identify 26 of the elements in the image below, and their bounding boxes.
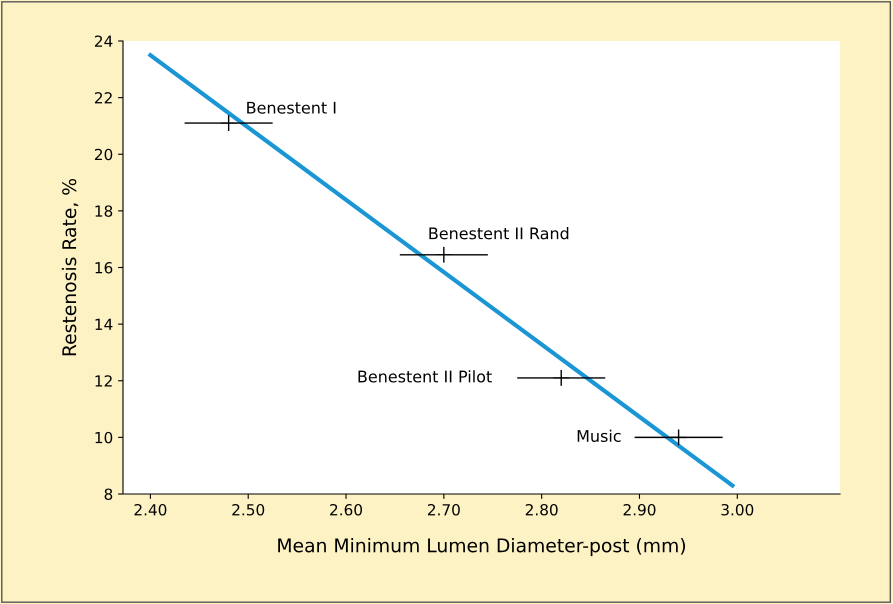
x-tick-label: 2.90 xyxy=(624,504,656,516)
x-tick-label: 2.40 xyxy=(134,504,166,516)
annotation: Music xyxy=(578,430,621,442)
point xyxy=(552,369,570,387)
y-tick-label: 12 xyxy=(96,375,112,387)
y-tick-label: 22 xyxy=(94,92,112,104)
x-tick-label: 3.00 xyxy=(721,504,754,516)
y-tick-label: 24 xyxy=(94,35,112,47)
y-tick-label: 18 xyxy=(96,205,112,217)
annotation: Benestent II Pilot xyxy=(358,370,492,383)
y-axis-title: Restenosis Rate, % xyxy=(62,178,78,356)
point xyxy=(670,428,688,446)
annotation: Benestent II Rand xyxy=(429,227,568,240)
point xyxy=(435,246,452,264)
x-axis-title: Mean Minimum Lumen Diameter-post (mm) xyxy=(278,538,686,556)
point xyxy=(220,114,238,132)
x-tick-label: 2.50 xyxy=(232,504,264,516)
x-tick-label: 2.80 xyxy=(526,504,558,516)
y-tick-label: 16 xyxy=(96,262,112,274)
annotation: Benestent I xyxy=(247,102,336,114)
x-tick-label: 2.70 xyxy=(428,504,460,516)
x-tick-label: 2.60 xyxy=(330,504,362,516)
y-tick-label: 10 xyxy=(96,432,112,444)
y-tick-label: 8 xyxy=(104,488,112,500)
y-tick-label: 14 xyxy=(96,318,112,330)
y-tick-label: 20 xyxy=(94,148,112,160)
